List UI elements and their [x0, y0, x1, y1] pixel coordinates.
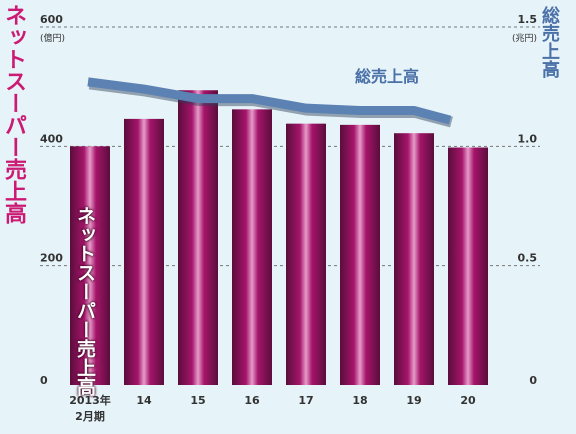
y-left-tick-label: 600: [40, 13, 63, 26]
x-tick-label: 16: [244, 394, 260, 407]
y-right-tick-label: 1.5: [518, 13, 538, 26]
y-left-unit: (億円): [40, 32, 65, 44]
y-left-tick-label: 200: [40, 252, 63, 265]
bar: [70, 146, 110, 385]
y-right-tick-label: 0.5: [518, 252, 538, 265]
x-tick-label: 18: [352, 394, 367, 407]
bar: [286, 123, 326, 385]
x-tick-label: 14: [136, 394, 152, 407]
bar-series-label: ネットスーパー売上高: [74, 206, 96, 396]
x-tick-label: 17: [298, 394, 313, 407]
y-left-tick-label: 0: [40, 374, 48, 387]
axis-ticks: 0 200 400 600 (億円) 0 0.5 1.0 1.5 (兆円): [40, 13, 537, 387]
bar: [232, 109, 272, 385]
x-tick-label: 15: [190, 394, 205, 407]
x-tick-label: 2013年: [69, 393, 111, 407]
bar-series: [70, 90, 488, 386]
y-right-tick-label: 1.0: [518, 132, 538, 145]
y-left-tick-label: 400: [40, 132, 63, 145]
bar: [340, 124, 380, 385]
line-path: [87, 77, 452, 125]
bar: [178, 90, 218, 385]
bar: [448, 147, 488, 385]
bar: [124, 118, 164, 386]
y-right-unit: (兆円): [512, 33, 537, 44]
line-series-label: 総売上高: [355, 67, 420, 86]
x-tick-label: 19: [406, 394, 421, 407]
x-axis-ticks: 2013年 2月期 14 15 16 17 18 19 20: [69, 393, 476, 423]
x-tick-label-line2: 2月期: [75, 409, 105, 423]
bar: [394, 133, 434, 385]
right-axis-title: 総売上高: [539, 6, 560, 78]
line-series: [87, 77, 453, 128]
x-tick-label: 20: [460, 394, 476, 407]
y-right-tick-label: 0: [529, 374, 537, 387]
left-axis-title: ネットスーパー売上高: [1, 4, 26, 224]
